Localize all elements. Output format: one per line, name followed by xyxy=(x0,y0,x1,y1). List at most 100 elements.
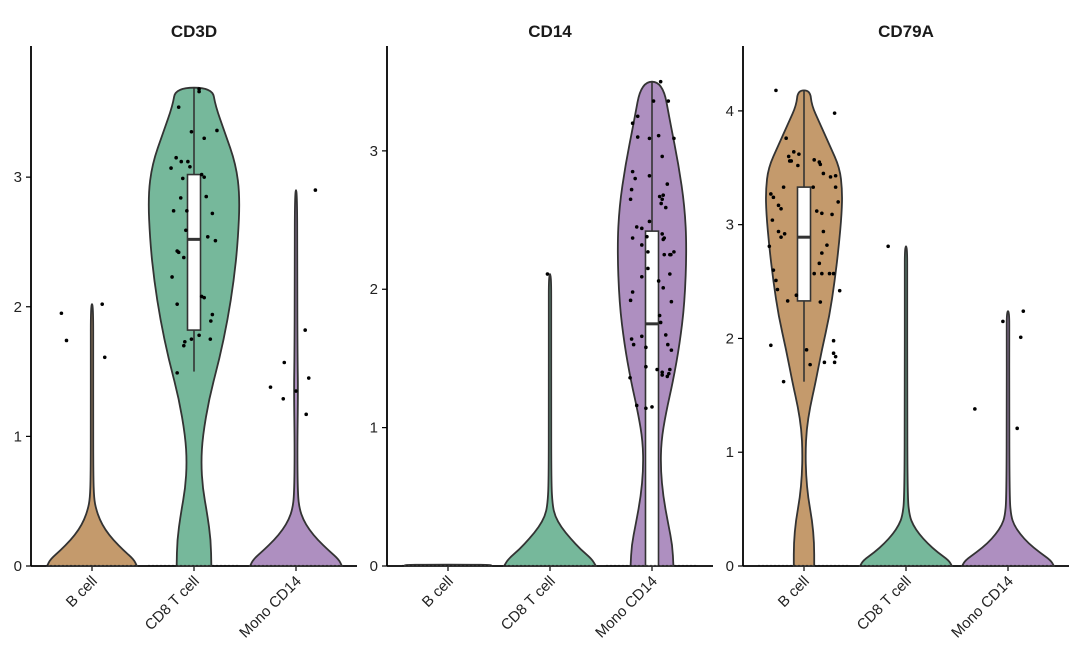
zero-point xyxy=(208,564,210,567)
zero-point xyxy=(160,564,162,567)
data-point xyxy=(820,271,824,276)
data-point xyxy=(811,185,815,189)
data-point xyxy=(282,360,287,365)
zero-point xyxy=(532,564,534,567)
panel-title: CD14 xyxy=(528,22,572,41)
zero-point xyxy=(916,564,918,567)
data-point xyxy=(210,312,215,317)
zero-point xyxy=(826,564,828,567)
data-point xyxy=(767,244,772,249)
zero-point xyxy=(66,564,68,567)
zero-point xyxy=(512,564,514,567)
zero-point xyxy=(1014,564,1016,567)
zero-point xyxy=(618,564,620,567)
zero-point xyxy=(670,564,672,567)
data-point xyxy=(660,373,664,377)
data-point xyxy=(644,406,648,411)
zero-point xyxy=(876,564,878,567)
data-point xyxy=(629,187,634,192)
data-point xyxy=(629,337,634,341)
zero-point xyxy=(786,564,788,567)
zero-point xyxy=(1046,564,1048,567)
data-point xyxy=(775,287,780,292)
data-point xyxy=(662,236,667,240)
zero-point xyxy=(486,564,488,567)
panel-cd79a: CD79A 0 1 2 3 4 B cell CD8 T cell Mono CD14 xyxy=(726,22,1069,641)
zero-point xyxy=(924,564,926,567)
data-point xyxy=(662,252,667,257)
data-point xyxy=(189,129,194,134)
zero-point xyxy=(970,564,972,567)
data-point xyxy=(202,136,206,141)
zero-point xyxy=(192,564,194,567)
data-point xyxy=(672,250,676,254)
zero-point xyxy=(330,564,332,567)
data-point xyxy=(656,133,661,138)
zero-point xyxy=(204,564,206,567)
y-tick-label: 0 xyxy=(726,558,734,575)
box-iqr xyxy=(796,186,812,302)
zero-point xyxy=(1006,564,1008,567)
zero-point xyxy=(152,564,154,567)
data-point xyxy=(628,376,632,380)
data-point xyxy=(663,333,668,337)
zero-point xyxy=(944,564,946,567)
y-tick-label: 3 xyxy=(726,217,734,234)
zero-point xyxy=(762,564,764,567)
data-point xyxy=(830,212,834,217)
zero-point xyxy=(290,564,292,567)
data-point xyxy=(202,295,206,300)
data-point xyxy=(170,275,174,279)
zero-point xyxy=(70,564,72,567)
zero-point xyxy=(932,564,934,567)
zero-point xyxy=(106,564,108,567)
data-point xyxy=(836,200,840,204)
zero-point xyxy=(94,564,96,567)
violin-mono-cd14 xyxy=(249,189,343,567)
panel-title: CD79A xyxy=(878,22,934,41)
data-point xyxy=(182,343,186,348)
data-point xyxy=(657,313,662,318)
data-point xyxy=(818,300,823,304)
zero-point xyxy=(528,564,530,567)
zero-point xyxy=(920,564,922,567)
data-point xyxy=(180,176,185,181)
zero-point xyxy=(50,564,52,567)
zero-point xyxy=(298,564,300,567)
zero-point xyxy=(900,564,902,567)
data-point xyxy=(669,348,674,352)
zero-point xyxy=(78,564,80,567)
zero-point xyxy=(592,564,594,567)
zero-point xyxy=(262,564,264,567)
zero-point xyxy=(212,564,214,567)
zero-point xyxy=(478,564,480,567)
data-point xyxy=(797,152,801,156)
zero-point xyxy=(904,564,906,567)
data-point xyxy=(306,376,311,380)
zero-point xyxy=(414,564,416,567)
data-point xyxy=(303,328,307,332)
data-point xyxy=(634,225,639,229)
zero-point xyxy=(326,564,328,567)
data-point xyxy=(655,367,659,372)
zero-point xyxy=(962,564,964,567)
zero-point xyxy=(860,564,862,567)
data-point xyxy=(821,229,826,234)
zero-point xyxy=(278,564,280,567)
data-point xyxy=(837,288,842,293)
data-point xyxy=(667,371,671,376)
data-point xyxy=(660,232,664,236)
y-tick-label: 1 xyxy=(370,420,378,437)
zero-point xyxy=(986,564,988,567)
data-point xyxy=(647,136,652,141)
zero-point xyxy=(948,564,950,567)
panel-cd3d: CD3D 0 1 2 3 B cell CD8 T cell Mono CD14 xyxy=(14,22,357,641)
data-point xyxy=(658,320,663,325)
data-point xyxy=(304,412,309,417)
data-point xyxy=(205,234,210,239)
data-point xyxy=(779,206,783,211)
data-point xyxy=(782,231,787,236)
zero-point xyxy=(220,564,222,567)
data-point xyxy=(184,228,188,233)
